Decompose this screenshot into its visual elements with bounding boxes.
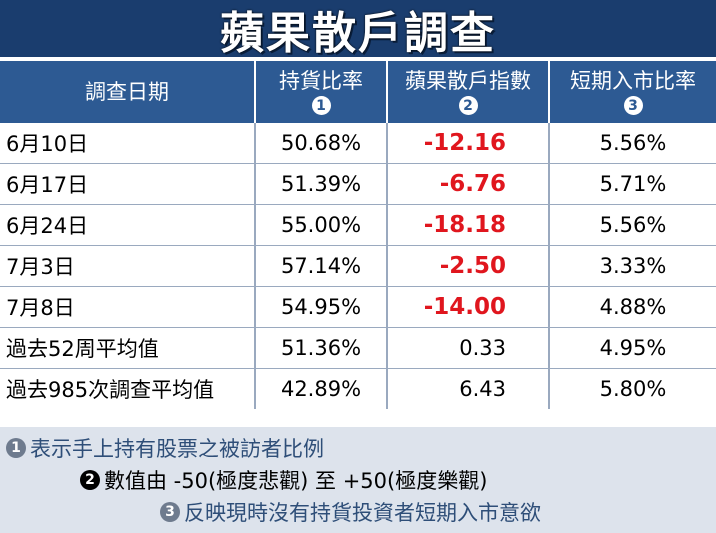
number-badge-icon: 1 [6, 438, 26, 458]
cell-date: 6月24日 [0, 204, 255, 246]
table-row: 7月3日 57.14% -2.50 3.33% [0, 245, 716, 287]
cell-holding: 54.95% [254, 286, 387, 328]
page-title: 蘋果散戶調查 [220, 7, 496, 59]
table-row: 7月8日 54.95% -14.00 4.88% [0, 286, 716, 328]
table-row: 6月17日 51.39% -6.76 5.71% [0, 163, 716, 205]
cell-holding: 55.00% [254, 204, 387, 246]
cell-holding: 51.36% [254, 327, 387, 369]
cell-index: -12.16 [386, 123, 549, 164]
footnote-1: 1 表示手上持有股票之被訪者比例 [6, 433, 324, 463]
cell-date: 7月8日 [0, 286, 255, 328]
header-index: 蘋果散戶指數 2 [386, 61, 549, 123]
footnote-3: 3 反映現時沒有持貨投資者短期入市意欲 [160, 497, 541, 527]
cell-date: 過去52周平均值 [0, 327, 255, 369]
number-badge-icon: 3 [160, 502, 180, 522]
cell-short-term: 5.56% [548, 123, 716, 164]
header-label: 短期入市比率 [570, 68, 696, 93]
cell-holding: 50.68% [254, 123, 387, 164]
number-badge-icon: 1 [311, 96, 331, 116]
footnote-text: 表示手上持有股票之被訪者比例 [30, 437, 324, 461]
cell-index: 6.43 [386, 368, 549, 409]
title-bar: 蘋果散戶調查 [0, 0, 716, 59]
table-row: 6月24日 55.00% -18.18 5.56% [0, 204, 716, 246]
number-badge-icon: 2 [458, 96, 478, 116]
cell-short-term: 4.95% [548, 327, 716, 369]
cell-index: 0.33 [386, 327, 549, 369]
header-date: 調查日期 [0, 61, 255, 123]
survey-table: 調查日期 持貨比率 1 蘋果散戶指數 2 短期入市比率 3 [0, 61, 716, 409]
cell-short-term: 5.80% [548, 368, 716, 409]
header-label: 蘋果散戶指數 [405, 68, 531, 93]
header-short-term: 短期入市比率 3 [548, 61, 716, 123]
cell-holding: 51.39% [254, 163, 387, 205]
cell-index: -2.50 [386, 245, 549, 287]
header-label: 持貨比率 [279, 68, 363, 93]
footnotes: 1 表示手上持有股票之被訪者比例 2 數值由 -50(極度悲觀) 至 +50(極… [0, 427, 716, 533]
table-row: 6月10日 50.68% -12.16 5.56% [0, 123, 716, 164]
cell-short-term: 5.71% [548, 163, 716, 205]
cell-index: -18.18 [386, 204, 549, 246]
footnote-2: 2 數值由 -50(極度悲觀) 至 +50(極度樂觀) [80, 465, 487, 495]
table-header-row: 調查日期 持貨比率 1 蘋果散戶指數 2 短期入市比率 3 [0, 61, 716, 123]
number-badge-icon: 2 [80, 470, 100, 490]
cell-date: 6月17日 [0, 163, 255, 205]
footnote-text: 數值由 -50(極度悲觀) 至 +50(極度樂觀) [104, 469, 488, 493]
footnote-text: 反映現時沒有持貨投資者短期入市意欲 [184, 501, 541, 525]
header-holding: 持貨比率 1 [254, 61, 387, 123]
header-label: 調查日期 [85, 79, 169, 104]
table-row: 過去985次調查平均值 42.89% 6.43 5.80% [0, 368, 716, 409]
cell-index: -6.76 [386, 163, 549, 205]
cell-short-term: 3.33% [548, 245, 716, 287]
number-badge-icon: 3 [623, 96, 643, 116]
cell-date: 6月10日 [6, 132, 89, 156]
cell-index: -14.00 [386, 286, 549, 328]
table-row: 過去52周平均值 51.36% 0.33 4.95% [0, 327, 716, 369]
cell-date: 7月3日 [0, 245, 255, 287]
cell-date: 過去985次調查平均值 [0, 368, 255, 409]
cell-holding: 57.14% [254, 245, 387, 287]
cell-short-term: 5.56% [548, 204, 716, 246]
cell-short-term: 4.88% [548, 286, 716, 328]
cell-holding: 42.89% [254, 368, 387, 409]
